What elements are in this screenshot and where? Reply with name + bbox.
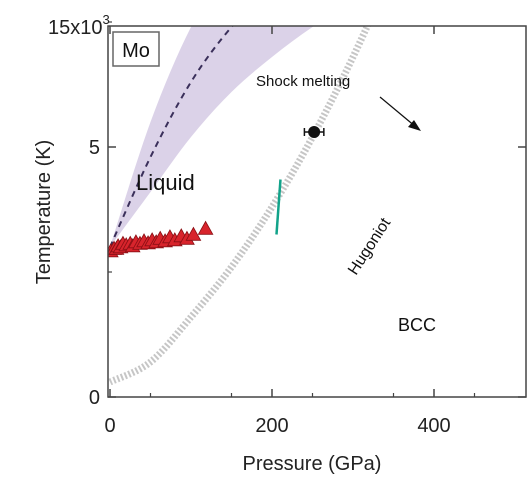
melting-curve-uncertainty-band: [110, 26, 314, 247]
shock-melting-arrowhead: [408, 120, 421, 131]
hugoniot-curve: [108, 26, 372, 386]
shock-melting-annotation: Shock melting: [256, 73, 350, 90]
melt-marker-series: [275, 179, 282, 235]
shock-data-series: [303, 126, 325, 138]
hugoniot-label: Hugoniot: [345, 215, 394, 278]
y-tick-label: 0: [89, 387, 100, 409]
x-axis-ticks: 0 200 400: [104, 26, 476, 437]
shock-melting-arrow: [379, 96, 417, 128]
x-tick-label: 200: [255, 415, 288, 437]
element-label: Mo: [122, 40, 150, 62]
region-label-bcc: BCC: [398, 315, 436, 335]
x-tick-label: 400: [417, 415, 450, 437]
static-data-series: [108, 220, 214, 258]
shock-data-point: [308, 126, 321, 138]
region-label-liquid: Liquid: [136, 170, 195, 195]
x-tick-label: 0: [104, 415, 115, 437]
static-data-point: [197, 220, 214, 235]
melt-marker: [275, 179, 282, 235]
y-tick-label: 5: [89, 137, 100, 159]
static-data-point: [185, 226, 202, 241]
element-label-box: [112, 31, 160, 67]
plot-frame: [107, 25, 527, 398]
x-axis-title: Pressure (GPa): [243, 453, 382, 475]
y-axis-ticks: 0510: [89, 21, 526, 409]
y-axis-title: Temperature (K): [33, 140, 55, 285]
y-axis-multiplier: 15x103: [48, 12, 110, 39]
